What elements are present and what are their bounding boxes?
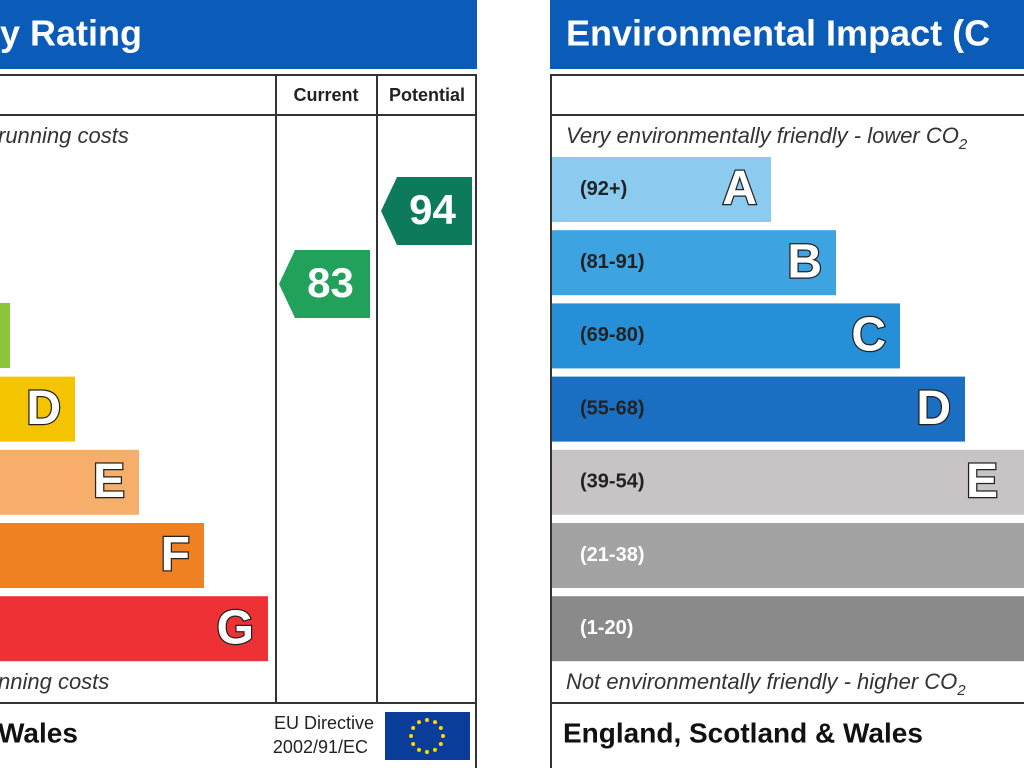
band: [552, 449, 1024, 515]
band-letter: E: [93, 455, 125, 508]
band-range: (21-38): [580, 544, 644, 566]
title: Environmental Impact (C: [566, 13, 990, 54]
band-range: (1-20): [580, 617, 633, 639]
note-sub: 2: [956, 682, 966, 699]
band-letter: A: [722, 162, 757, 215]
band-letter: G: [217, 601, 254, 654]
band-letter: F: [161, 528, 190, 581]
band: [552, 523, 1024, 588]
note-sub: 2: [958, 136, 968, 153]
note: Very environmentally friendly - lower CO…: [566, 123, 968, 153]
star: [433, 747, 437, 752]
star: [417, 747, 421, 752]
star: [425, 718, 429, 722]
note: running costs: [0, 123, 129, 148]
panel-frame: [550, 74, 1024, 768]
band: [552, 303, 900, 369]
band-range: (92+): [580, 178, 627, 200]
band-range: (81-91): [580, 251, 644, 273]
rating-value: 94: [409, 186, 456, 233]
rating-value: 83: [307, 259, 354, 306]
band-letter: B: [787, 235, 822, 288]
star: [411, 726, 416, 730]
rating-arrow: [279, 250, 370, 318]
note: nning costs: [0, 669, 109, 694]
note-text: Very environmentally friendly - lower CO: [566, 123, 959, 148]
band: [0, 303, 10, 368]
eu-stars: [409, 718, 445, 754]
title-bar: [550, 0, 1024, 69]
band: [552, 596, 1024, 662]
band-letter: C: [851, 309, 886, 362]
directive: 2002/91/EC: [273, 737, 368, 757]
band-range: (39-54): [580, 471, 644, 493]
star: [409, 734, 413, 738]
band: [0, 523, 204, 588]
star: [417, 720, 421, 725]
note-text: Not environmentally friendly - higher CO: [566, 669, 957, 694]
band: [0, 596, 268, 662]
band-letter: E: [966, 455, 998, 508]
footer: Wales: [0, 717, 78, 748]
column-header: Current: [293, 85, 358, 105]
star: [411, 742, 416, 746]
band: [552, 376, 965, 442]
band-range: (69-80): [580, 324, 644, 346]
rating-arrow: [381, 177, 472, 245]
title-bar: [0, 0, 477, 69]
column-header: Potential: [389, 85, 465, 105]
star: [433, 720, 437, 725]
note: Not environmentally friendly - higher CO…: [566, 669, 966, 699]
footer: England, Scotland & Wales: [563, 717, 923, 748]
star: [441, 734, 445, 738]
band: [552, 230, 836, 296]
band: [0, 449, 139, 515]
band: [0, 376, 75, 442]
directive: EU Directive: [274, 713, 374, 733]
star: [438, 726, 443, 730]
star: [425, 750, 429, 754]
band-range: (55-68): [580, 397, 644, 419]
band-letter: D: [916, 382, 951, 435]
band: [552, 157, 771, 222]
star: [438, 742, 443, 746]
band-letter: D: [26, 382, 61, 435]
panel-frame: [0, 74, 477, 768]
title: y Rating: [0, 13, 142, 54]
